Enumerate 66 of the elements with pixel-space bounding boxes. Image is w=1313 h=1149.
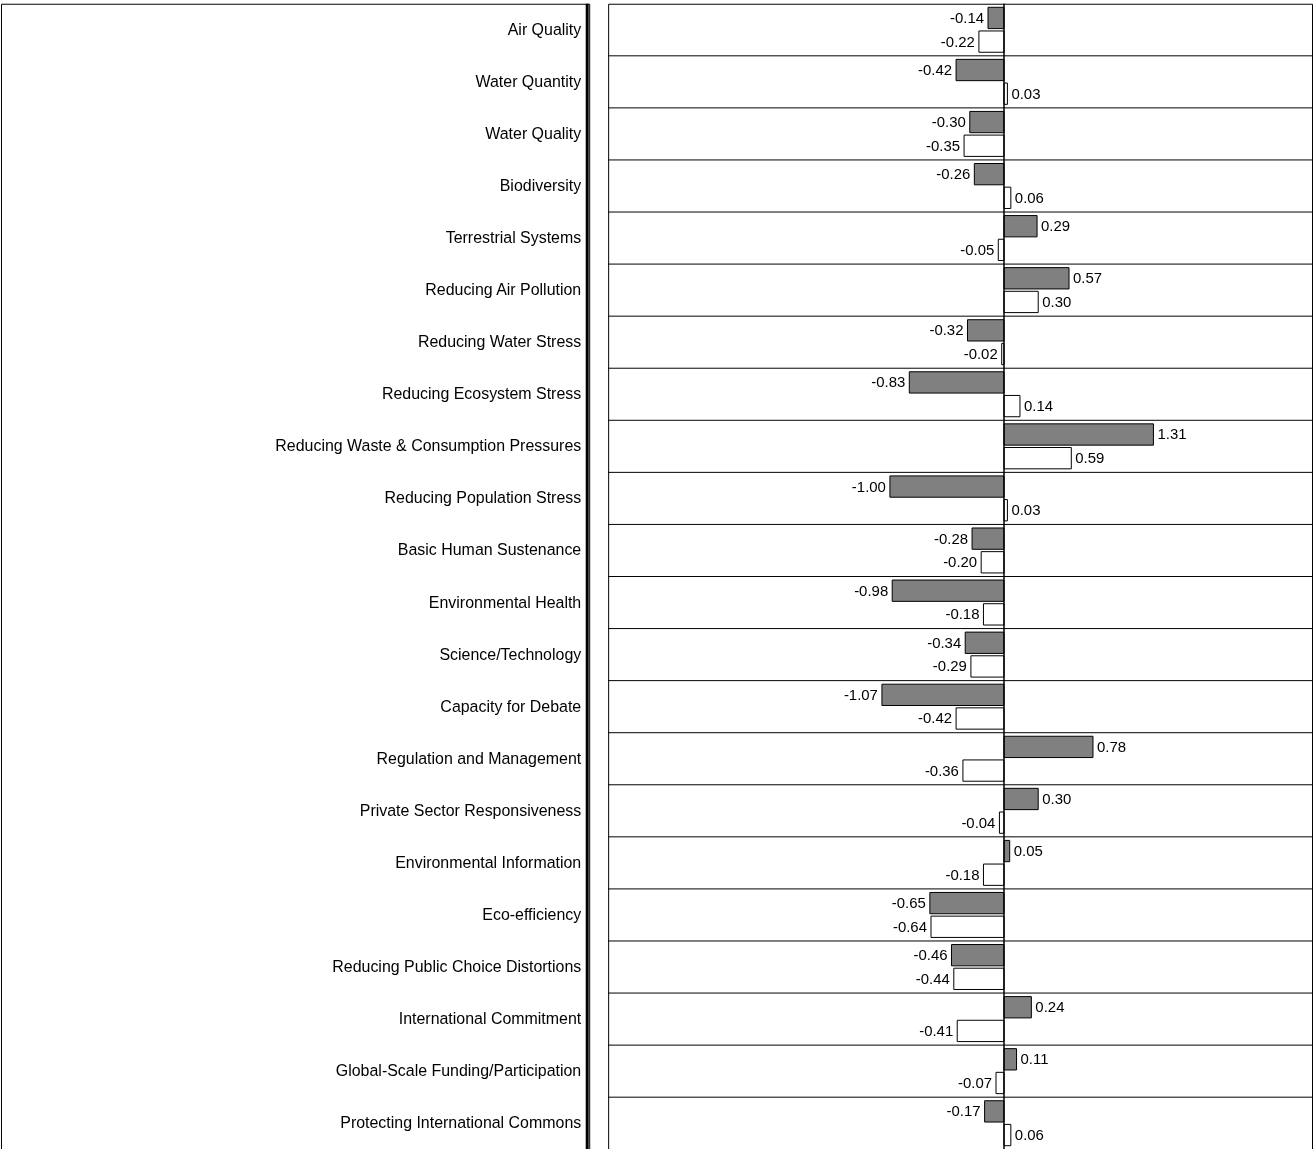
data-label: 0.14 (1023, 397, 1054, 415)
data-label: -0.07 (957, 1073, 993, 1091)
data-label: -0.30 (931, 113, 966, 131)
y-tick-label: Reducing Air Pollution (425, 281, 582, 299)
data-label: -0.26 (936, 165, 971, 183)
data-label: -0.64 (892, 917, 927, 935)
data-label: 0.24 (1035, 998, 1065, 1016)
y-tick-label: Reducing Public Choice Distortions (332, 958, 582, 975)
data-label: -0.83 (871, 373, 906, 391)
y-tick-label: Reducing Population Stress (384, 489, 582, 507)
data-label: 0.05 (1013, 842, 1043, 860)
y-tick-label: Water Quality (485, 124, 582, 142)
data-label: -0.44 (915, 969, 950, 987)
data-label: 0.78 (1096, 737, 1127, 755)
y-tick-label: Capacity for Debate (440, 697, 582, 715)
data-label: 0.06 (1014, 1126, 1044, 1144)
data-label: -0.14 (949, 8, 985, 26)
y-tick-label: Terrestrial Systems (445, 229, 582, 247)
data-label: -0.20 (943, 553, 978, 571)
y-tick-label: Global-Scale Funding/Participation (335, 1062, 582, 1080)
data-label: 0.57 (1073, 269, 1103, 287)
y-tick-label: Private Sector Responsiveness (359, 801, 582, 819)
data-label: -0.28 (934, 529, 969, 547)
y-tick-label: Regulation and Management (376, 749, 582, 767)
data-label: -0.65 (891, 894, 926, 912)
data-label: 0.29 (1041, 217, 1071, 235)
data-label: -0.98 (854, 581, 889, 599)
y-tick-label: Science/Technology (439, 645, 582, 663)
y-tick-label: Environmental Information (395, 853, 582, 871)
data-label: -0.42 (918, 709, 953, 727)
data-label: -0.18 (945, 865, 980, 883)
data-label: -0.41 (919, 1021, 954, 1039)
data-label: -0.02 (963, 345, 998, 363)
data-label: 1.31 (1157, 425, 1187, 443)
data-label: -0.17 (946, 1102, 981, 1120)
data-label: -0.04 (961, 813, 996, 831)
data-label: -0.05 (960, 240, 995, 258)
data-label: -1.07 (843, 685, 878, 703)
data-label: 0.03 (1011, 501, 1041, 519)
data-label: -0.35 (926, 136, 961, 154)
data-label: -0.46 (913, 946, 948, 964)
y-tick-label: Reducing Ecosystem Stress (381, 385, 582, 403)
data-label: 0.06 (1014, 188, 1044, 206)
y-tick-label: Biodiversity (499, 176, 582, 194)
y-tick-label: Air Quality (507, 20, 582, 38)
y-tick-label: Reducing Waste & Consumption Pressures (275, 437, 582, 455)
data-label: -1.00 (851, 477, 886, 495)
data-label: -0.29 (932, 657, 967, 675)
y-tick-label: Basic Human Sustenance (397, 541, 582, 559)
data-label: 0.11 (1020, 1050, 1049, 1068)
data-label: -0.32 (929, 321, 964, 339)
data-label: 0.59 (1075, 449, 1105, 467)
y-tick-label: International Commitment (398, 1010, 582, 1028)
y-tick-label: Water Quantity (475, 72, 582, 90)
y-tick-label: Protecting International Commons (340, 1114, 582, 1132)
y-tick-label: Reducing Water Stress (417, 333, 582, 351)
data-label: 0.03 (1011, 84, 1041, 102)
data-label: -0.36 (924, 761, 959, 779)
data-label: 0.30 (1042, 789, 1072, 807)
data-label: -0.34 (927, 633, 962, 651)
data-label: -0.22 (940, 32, 975, 50)
y-tick-label: Eco-efficiency (482, 905, 582, 923)
data-label: -0.42 (918, 61, 953, 78)
y-tick-label: Environmental Health (428, 593, 582, 611)
data-label: 0.30 (1042, 292, 1072, 310)
data-label: -0.18 (945, 605, 980, 623)
